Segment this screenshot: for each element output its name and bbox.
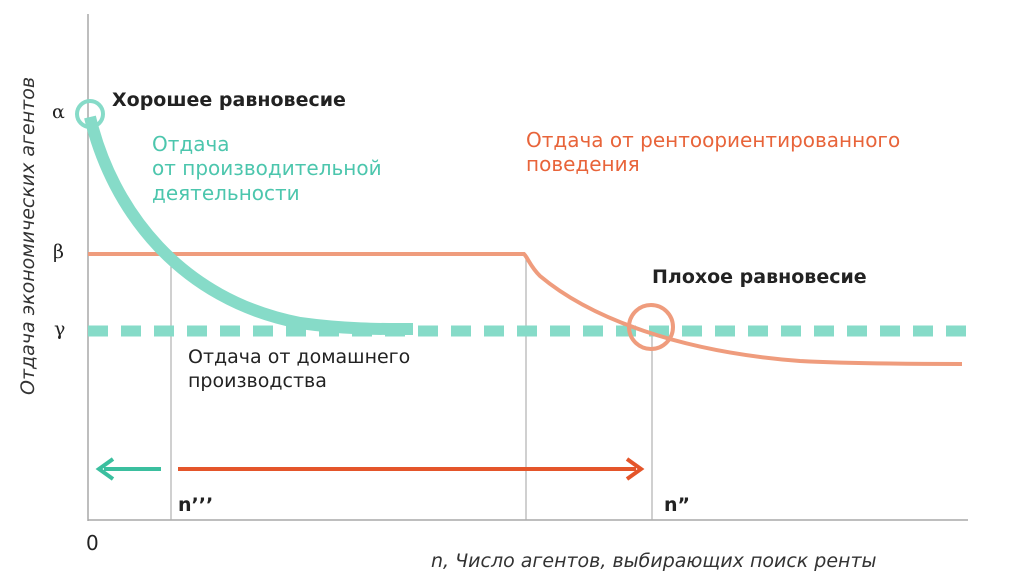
n-triple-prime-label: n’’’ bbox=[178, 494, 214, 516]
home-production-line-1: Отдача от домашнего bbox=[188, 346, 411, 368]
productive-return-line-1: Отдача bbox=[152, 132, 230, 156]
orange-arrow-head bbox=[625, 457, 645, 481]
y-tick-alpha: α bbox=[52, 101, 65, 123]
y-axis-label: Отдача экономических агентов bbox=[17, 76, 39, 395]
bad-equilibrium-label: Плохое равновесие bbox=[652, 266, 867, 288]
productive-curve bbox=[84, 115, 414, 336]
home-production-line-2: производства bbox=[188, 369, 327, 392]
rent-seeking-line-1: Отдача от рентоориентированного bbox=[526, 128, 901, 152]
origin-label: 0 bbox=[86, 531, 99, 555]
good-equilibrium-label: Хорошее равновесие bbox=[112, 89, 346, 111]
rent-seeking-line-2: поведения bbox=[526, 152, 640, 177]
good-equilibrium-marker bbox=[75, 99, 105, 129]
teal-arrow-head bbox=[95, 457, 115, 481]
rent-seeking-curve bbox=[88, 252, 963, 366]
productive-return-line-2: от производительной bbox=[152, 156, 382, 181]
productive-return-line-3: деятельности bbox=[152, 180, 300, 205]
home-production-label: Отдача от домашнего производства bbox=[188, 346, 410, 394]
bad-equilibrium-marker bbox=[627, 303, 675, 351]
productive-return-label: Отдача от производительной деятельности bbox=[152, 132, 382, 205]
n-double-prime-label: n” bbox=[664, 494, 691, 516]
y-tick-beta: β bbox=[53, 241, 64, 263]
y-tick-gamma: γ bbox=[54, 318, 66, 340]
rent-seeking-label: Отдача от рентоориентированного поведени… bbox=[526, 128, 900, 177]
x-axis-label: n, Число агентов, выбирающих поиск ренты bbox=[431, 550, 877, 572]
